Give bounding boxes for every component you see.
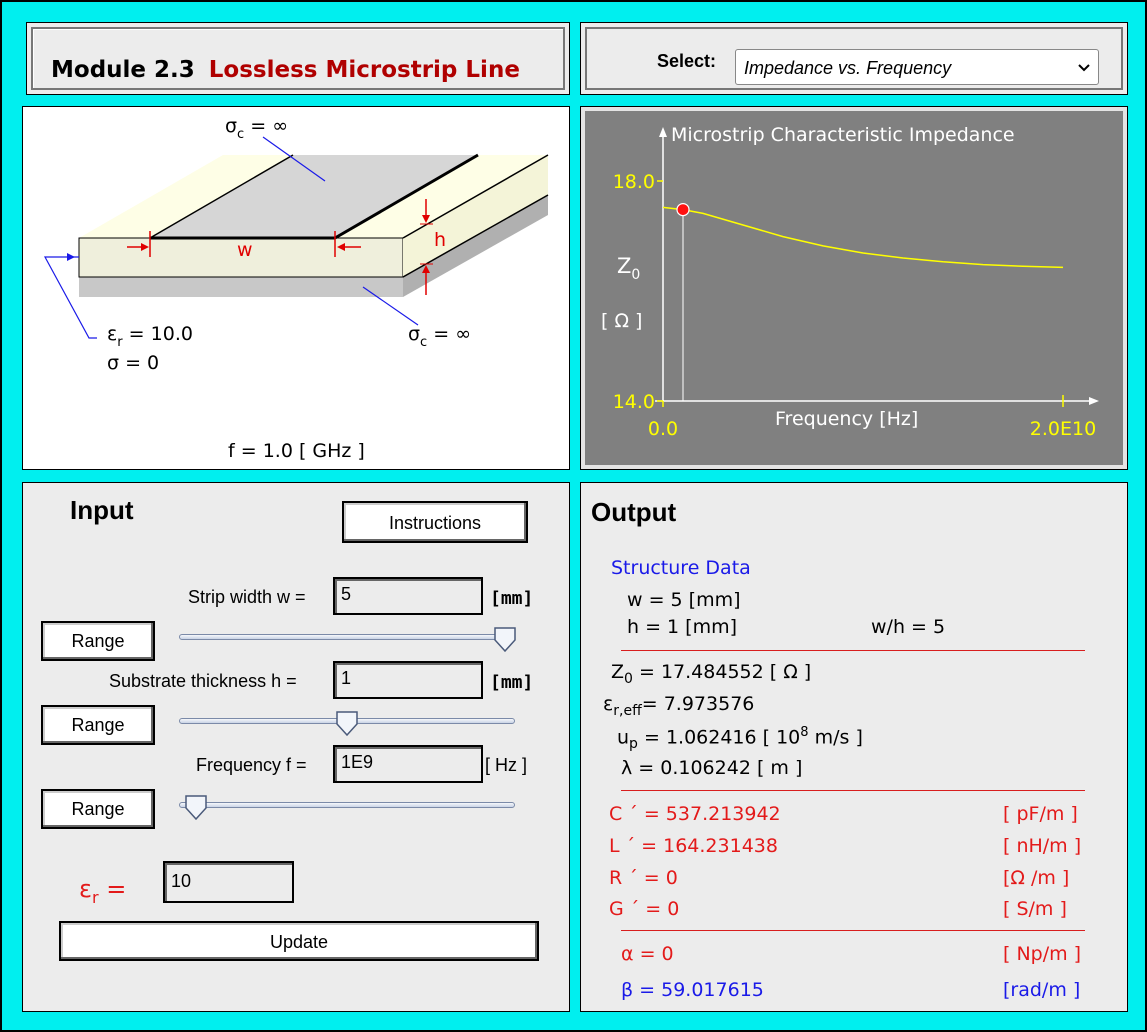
inductance-output: L ´ = 164.231438 [609,835,778,857]
up-unit: m/s ] [808,726,863,749]
thickness-label: Substrate thickness h = [109,671,297,691]
sigma-c-bottom-label: σc = ∞ [408,323,471,350]
eps-r-label: εr = 10.0 [107,323,193,350]
conducting-strip [150,155,478,238]
microstrip-diagram-panel: w h σc = ∞ σc = ∞ εr = 10.0 σ = 0 f = 1.… [22,106,570,470]
sigma-label: σ = 0 [107,352,159,374]
instructions-button[interactable]: Instructions [342,501,528,543]
chart-title: Microstrip Characteristic Impedance [671,124,1015,146]
h-label: h [434,229,446,251]
beta-unit: [rad/m ] [1003,979,1081,1001]
y-axis-unit: [ Ω ] [601,310,642,332]
x-tick-label: 0.0 [648,418,678,440]
page-title: Module 2.3 Lossless Microstrip Line [51,57,520,83]
frequency-range-button[interactable]: Range [41,789,155,829]
width-slider-thumb[interactable] [493,627,517,653]
select-frame: Select: Impedance vs. Frequency [585,27,1123,90]
title-frame: Module 2.3 Lossless Microstrip Line [31,27,565,90]
output-heading: Output [591,497,677,527]
divider [621,930,1085,931]
input-panel: Input Instructions Strip width w = 5 [mm… [22,482,570,1012]
eps-eff-output: εr,eff= 7.973576 [603,693,755,719]
thickness-unit: [mm] [490,672,534,693]
y-tick-label: 14.0 [613,391,655,413]
select-panel: Select: Impedance vs. Frequency [580,22,1128,95]
input-heading: Input [70,495,134,525]
y-tick-label: 18.0 [613,171,655,193]
conductance-unit: [ S/m ] [1003,898,1067,920]
inductance-unit: [ nH/m ] [1003,835,1082,857]
frequency-label: f = 1.0 [ GHz ] [228,440,365,462]
w-label: w [237,239,253,261]
lambda-output: λ = 0.106242 [ m ] [621,757,803,779]
update-button[interactable]: Update [59,921,539,961]
x-axis-label: Frequency [Hz] [775,408,918,430]
graph-panel: Microstrip Characteristic Impedance Z0 [… [580,106,1128,470]
strip-width-input[interactable]: 5 [333,577,483,615]
thickness-input[interactable]: 1 [333,661,483,699]
select-value: Impedance vs. Frequency [744,58,952,78]
plot-select-dropdown[interactable]: Impedance vs. Frequency [735,49,1099,85]
module-number: Module 2.3 [51,57,195,83]
sigma-c-top-label: σc = ∞ [225,115,288,142]
thickness-slider-thumb[interactable] [335,711,359,737]
eps-r-input[interactable]: 10 [163,861,294,903]
w-value: w = 5 [mm] [627,589,741,611]
ground-plane-side [403,195,548,297]
module-title: Lossless Microstrip Line [208,57,520,83]
frequency-input[interactable]: 1E9 [333,745,483,783]
resistance-output: R ´ = 0 [609,867,678,889]
z0-output: Z0 = 17.484552 [ Ω ] [611,661,812,687]
eps-r-input-label: εr = [79,875,127,907]
frequency-marker [676,202,690,217]
alpha-output: α = 0 [621,943,674,965]
eps-eff-value: = 7.973576 [641,693,755,715]
conductance-output: G ´ = 0 [609,898,680,920]
up-value: = 1.062416 [ 10 [643,726,801,749]
select-label: Select: [657,51,717,71]
title-panel: Module 2.3 Lossless Microstrip Line [26,22,570,95]
thickness-range-button[interactable]: Range [41,705,155,745]
strip-width-unit: [mm] [490,588,534,609]
impedance-chart: Microstrip Characteristic Impedance Z0 [… [601,124,1099,440]
capacitance-unit: [ pF/m ] [1003,803,1078,825]
output-panel: Output Structure Data w = 5 [mm] h = 1 [… [580,482,1128,1012]
capacitance-output: C ´ = 537.213942 [609,803,781,825]
graph-canvas: Microstrip Characteristic Impedance Z0 [… [585,111,1123,465]
frequency-unit: [ Hz ] [485,755,528,775]
ground-plane-front [79,277,403,297]
divider [621,790,1085,791]
frequency-slider-thumb[interactable] [184,795,208,821]
structure-data-heading: Structure Data [611,557,751,579]
z0-value: = 17.484552 [ Ω ] [639,661,812,683]
frequency-label: Frequency f = [196,755,307,775]
beta-output: β = 59.017615 [621,979,764,1001]
substrate-side [403,155,548,277]
impedance-series-line [662,206,1064,269]
h-value: h = 1 [mm] [627,616,738,638]
strip-width-label: Strip width w = [188,587,306,607]
y-axis-label: Z0 [617,254,640,283]
wh-ratio: w/h = 5 [871,616,946,638]
resistance-unit: [Ω /m ] [1003,867,1070,889]
x-tick-label: 2.0E10 [1030,418,1096,440]
frequency-slider-track[interactable] [179,802,515,808]
microstrip-diagram: w h σc = ∞ σc = ∞ εr = 10.0 σ = 0 f = 1.… [43,115,549,462]
divider [621,650,1085,651]
width-slider-track[interactable] [179,634,515,640]
chevron-down-icon [1078,64,1090,72]
width-range-button[interactable]: Range [41,621,155,661]
alpha-unit: [ Np/m ] [1003,943,1082,965]
up-output: up = 1.062416 [ 108 m/s ] [617,725,863,753]
